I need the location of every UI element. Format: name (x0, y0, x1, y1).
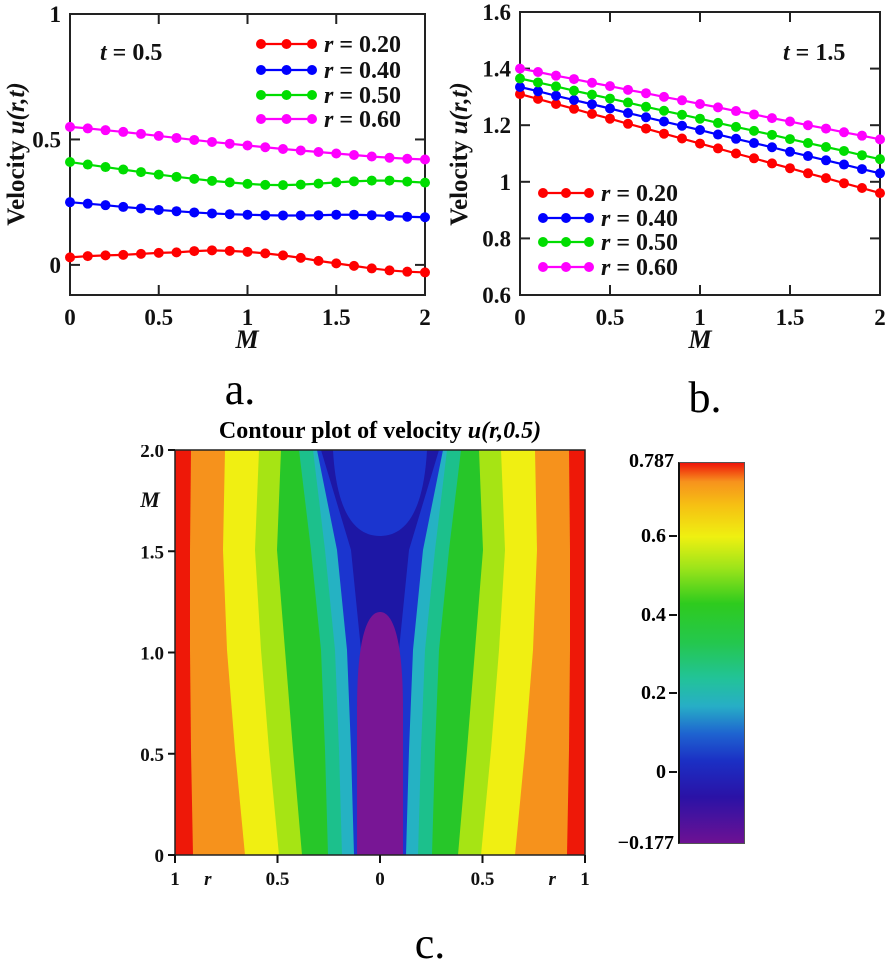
x-tick-label: 0 (64, 305, 76, 330)
legend-label: r = 0.40 (324, 58, 401, 84)
legend-item-0: r = 0.20 (256, 32, 401, 58)
contour-title: Contour plot of velocity u(r,0.5) (160, 418, 600, 445)
legend-item-3: r = 0.60 (538, 255, 678, 281)
panel-a-plot: 0 0.5 1 1.5 2 0 0.5 1 r = 0.20r = 0.40r = 0.50r … (3, 2, 431, 354)
legend-label: r = 0.50 (601, 230, 678, 256)
contour-y-tick-label: 0 (155, 846, 165, 867)
contour-x-tick-label: 1 (170, 869, 180, 890)
contour-bands (175, 450, 585, 855)
legend-item-0: r = 0.20 (538, 181, 678, 207)
x-tick-label: 1 (242, 305, 254, 330)
contour-y-axis-title: M (139, 487, 161, 512)
colorbar (678, 462, 745, 844)
center-purple-core (357, 612, 403, 855)
series-r=0.50 (515, 73, 885, 165)
caption-c: c. (414, 919, 446, 968)
contour-title-text: Contour plot of velocity (218, 418, 468, 444)
legend-label: r = 0.20 (324, 32, 401, 58)
y-tick-label: 0 (50, 253, 62, 278)
colorbar-tick-mark (669, 692, 677, 695)
contour-x-letter: r (204, 869, 212, 890)
series-r=0.20 (515, 89, 885, 199)
y-tick-label: 0.8 (482, 226, 511, 251)
x-tick-label: 1.5 (776, 305, 805, 330)
contour-y-tick-label: 2.0 (140, 445, 164, 462)
series-r=0.60 (65, 121, 430, 165)
panel-b-plot: 0 0.5 1 1.5 2 0.6 0.8 1 1.2 1.4 1.6 r = 0.20r = 0.4… (446, 0, 886, 354)
caption-b: b. (688, 373, 722, 422)
legend-label: r = 0.60 (601, 255, 678, 281)
y-axis-title: Velocity u(r,t) (446, 82, 473, 226)
y-tick-label: 0.6 (482, 283, 511, 308)
contour-plot: 1 0.5 0 0.5 1 r r 0 0.5 1.0 1.5 2.0 M (139, 441, 590, 890)
colorbar-max-label: 0.787 (629, 450, 674, 472)
top-center-blue-dome (333, 450, 427, 536)
legend-item-1: r = 0.40 (256, 58, 401, 84)
contour-y-tick-label: 1.5 (140, 542, 164, 563)
contour-plot-panel-c: 1 0.5 0 0.5 1 r r 0 0.5 1.0 1.5 2.0 M (130, 441, 595, 890)
series-r=0.40 (515, 81, 885, 179)
contour-x-tick-label: 0.5 (266, 869, 290, 890)
contour-y-tick-label: 1.0 (140, 644, 164, 665)
legend-label: r = 0.60 (324, 107, 401, 133)
contour-y-tick-label: 0.5 (140, 745, 164, 766)
colorbar-tick-label: 0.2 (641, 682, 666, 705)
y-tick-label: 1 (500, 170, 512, 195)
legend-item-2: r = 0.50 (256, 83, 401, 109)
y-tick-label: 1.4 (482, 57, 511, 82)
colorbar-tick-mark (669, 534, 677, 537)
legend-item-3: r = 0.60 (256, 107, 401, 133)
contour-x-letter: r (548, 869, 556, 890)
contour-title-math: u(r,0.5) (467, 418, 542, 444)
contour-x-tick-label: 0.5 (471, 869, 495, 890)
contour-x-tick-label: 0 (375, 869, 385, 890)
x-tick-label: 0 (514, 305, 526, 330)
y-axis-title: Velocity u(r,t) (3, 82, 30, 226)
y-tick-label: 1.6 (482, 0, 511, 25)
y-tick-label: 0.5 (32, 127, 61, 152)
y-tick-label: 1 (50, 2, 62, 27)
colorbar-min-label: −0.177 (617, 832, 674, 854)
colorbar-tick-label: 0.4 (641, 603, 666, 626)
x-tick-label: 0.5 (144, 305, 173, 330)
colorbar-tick-label: 0.6 (641, 524, 666, 547)
x-tick-label: 1 (694, 305, 706, 330)
contour-ticks (168, 449, 586, 863)
series-r=0.20 (65, 245, 430, 278)
x-axis-title: M (687, 325, 712, 354)
axis-ticks (519, 11, 881, 296)
y-tick-label: 1.2 (482, 113, 511, 138)
colorbar-tick-label: 0 (656, 761, 666, 784)
colorbar-tick-mark (669, 771, 677, 774)
legend-label: r = 0.50 (324, 83, 401, 109)
caption-a: a. (224, 365, 256, 414)
line-chart-panel-b: 0 0.5 1 1.5 2 0.6 0.8 1 1.2 1.4 1.6 r = 0.20 r = 0.4… (445, 0, 893, 410)
series-r=0.50 (65, 157, 430, 191)
x-tick-label: 2 (874, 305, 886, 330)
legend-label: r = 0.20 (601, 181, 678, 207)
legend-label: r = 0.40 (601, 206, 678, 232)
legend: r = 0.20r = 0.40r = 0.50r = 0.60 (256, 32, 401, 133)
x-axis-title: M (234, 325, 259, 354)
x-tick-label: 1.5 (322, 305, 351, 330)
annotation: t = 0.5 (100, 40, 162, 66)
legend: r = 0.20r = 0.40r = 0.50r = 0.60 (538, 181, 678, 281)
axis-ticks (69, 13, 426, 295)
x-tick-label: 0.5 (596, 305, 625, 330)
x-tick-label: 2 (419, 305, 431, 330)
series-r=0.60 (515, 63, 885, 145)
line-chart-panel-a: 0 0.5 1 1.5 2 0 0.5 1 r = 0.20 r = 0.40 r = 0.50 r … (0, 0, 450, 410)
contour-x-tick-label: 1 (580, 869, 590, 890)
legend-item-1: r = 0.40 (538, 206, 678, 232)
colorbar-tick-mark (669, 613, 677, 616)
annotation: t = 1.5 (783, 40, 845, 66)
legend-item-2: r = 0.50 (538, 230, 678, 256)
series-r=0.40 (65, 197, 430, 223)
